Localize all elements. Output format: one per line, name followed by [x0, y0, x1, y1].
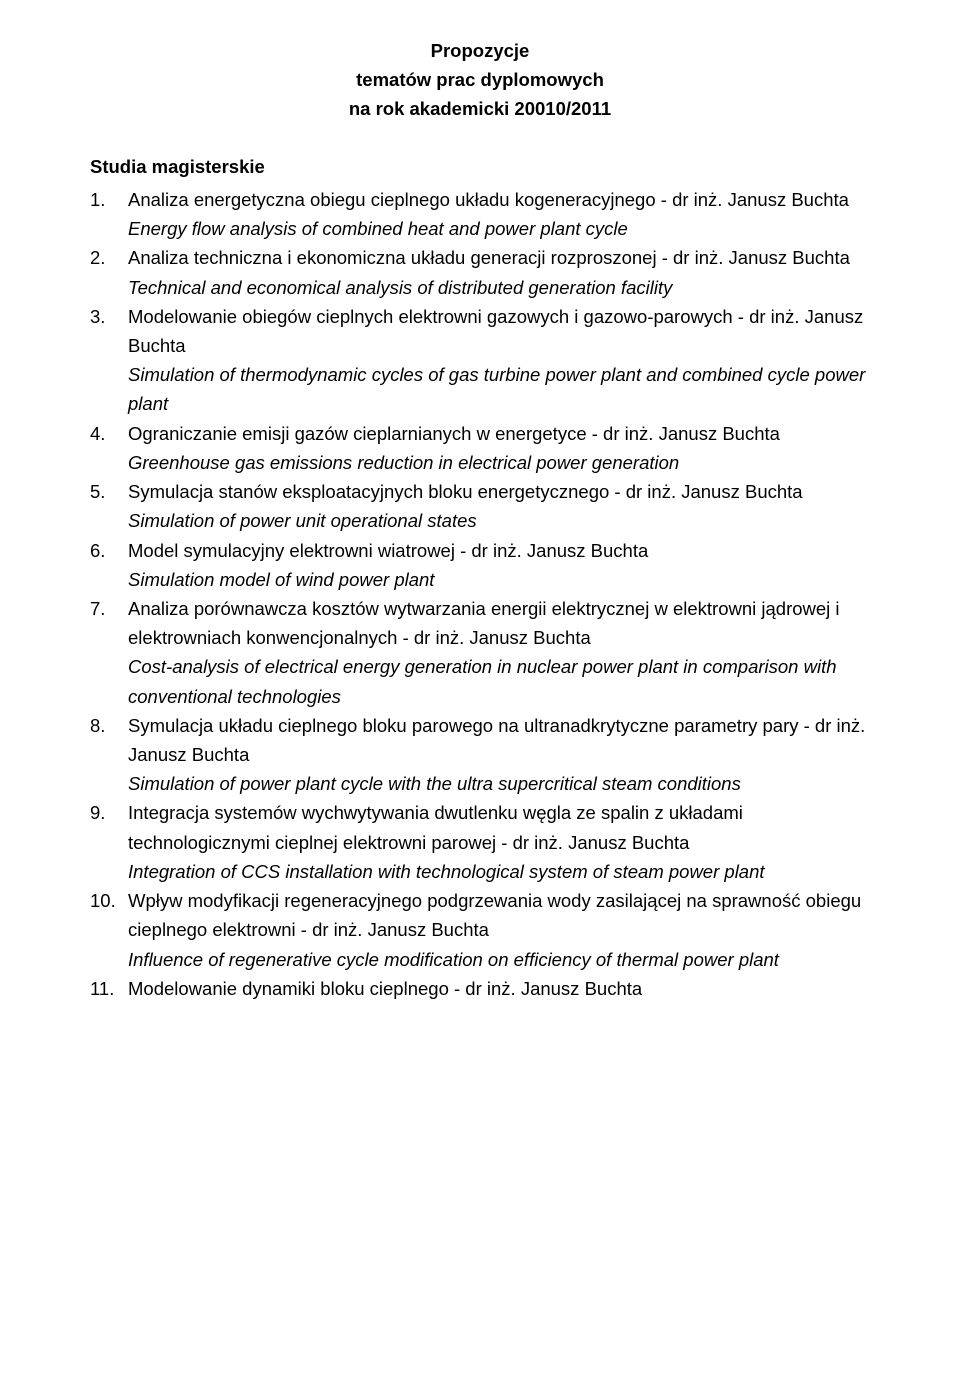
thesis-english-title: Influence of regenerative cycle modifica… [128, 949, 779, 970]
thesis-item: Symulacja stanów eksploatacyjnych bloku … [90, 477, 870, 535]
thesis-polish-title: Analiza porównawcza kosztów wytwarzania … [128, 598, 840, 648]
title-line-2: tematów prac dyplomowych [90, 65, 870, 94]
thesis-item: Wpływ modyfikacji regeneracyjnego podgrz… [90, 886, 870, 974]
section-heading: Studia magisterskie [90, 152, 870, 181]
title-line-3: na rok akademicki 20010/2011 [90, 94, 870, 123]
thesis-english-title: Energy flow analysis of combined heat an… [128, 218, 628, 239]
thesis-english-title: Simulation of power plant cycle with the… [128, 773, 741, 794]
thesis-polish-title: Model symulacyjny elektrowni wiatrowej -… [128, 540, 648, 561]
thesis-item: Modelowanie dynamiki bloku cieplnego - d… [90, 974, 870, 1003]
thesis-item: Analiza techniczna i ekonomiczna układu … [90, 243, 870, 301]
thesis-polish-title: Wpływ modyfikacji regeneracyjnego podgrz… [128, 890, 861, 940]
thesis-english-title: Simulation of power unit operational sta… [128, 510, 477, 531]
title-line-1: Propozycje [90, 36, 870, 65]
thesis-english-title: Technical and economical analysis of dis… [128, 277, 672, 298]
thesis-item: Analiza energetyczna obiegu cieplnego uk… [90, 185, 870, 243]
thesis-english-title: Simulation model of wind power plant [128, 569, 434, 590]
thesis-polish-title: Analiza techniczna i ekonomiczna układu … [128, 247, 850, 268]
thesis-polish-title: Modelowanie obiegów cieplnych elektrowni… [128, 306, 863, 356]
thesis-english-title: Integration of CCS installation with tec… [128, 861, 765, 882]
thesis-item: Ograniczanie emisji gazów cieplarnianych… [90, 419, 870, 477]
document-title: Propozycje tematów prac dyplomowych na r… [90, 36, 870, 124]
thesis-polish-title: Analiza energetyczna obiegu cieplnego uk… [128, 189, 849, 210]
document-page: Propozycje tematów prac dyplomowych na r… [0, 0, 960, 1043]
thesis-polish-title: Ograniczanie emisji gazów cieplarnianych… [128, 423, 780, 444]
thesis-item: Modelowanie obiegów cieplnych elektrowni… [90, 302, 870, 419]
thesis-english-title: Simulation of thermodynamic cycles of ga… [128, 364, 865, 414]
thesis-item: Model symulacyjny elektrowni wiatrowej -… [90, 536, 870, 594]
thesis-polish-title: Integracja systemów wychwytywania dwutle… [128, 802, 743, 852]
thesis-item: Integracja systemów wychwytywania dwutle… [90, 798, 870, 886]
thesis-polish-title: Symulacja układu cieplnego bloku paroweg… [128, 715, 865, 765]
thesis-english-title: Greenhouse gas emissions reduction in el… [128, 452, 679, 473]
thesis-polish-title: Modelowanie dynamiki bloku cieplnego - d… [128, 978, 642, 999]
thesis-english-title: Cost-analysis of electrical energy gener… [128, 656, 837, 706]
thesis-list: Analiza energetyczna obiegu cieplnego uk… [90, 185, 870, 1003]
thesis-item: Symulacja układu cieplnego bloku paroweg… [90, 711, 870, 799]
thesis-polish-title: Symulacja stanów eksploatacyjnych bloku … [128, 481, 803, 502]
thesis-item: Analiza porównawcza kosztów wytwarzania … [90, 594, 870, 711]
